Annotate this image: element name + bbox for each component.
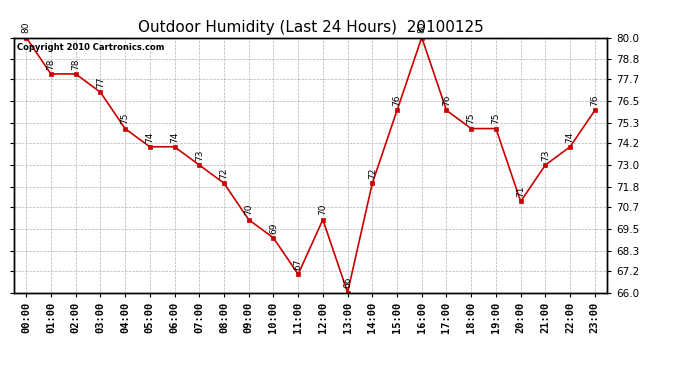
Text: 74: 74	[170, 131, 179, 142]
Text: 72: 72	[219, 168, 228, 179]
Text: 66: 66	[343, 277, 352, 288]
Text: 74: 74	[566, 131, 575, 142]
Text: 76: 76	[393, 95, 402, 106]
Text: 72: 72	[368, 168, 377, 179]
Text: Copyright 2010 Cartronics.com: Copyright 2010 Cartronics.com	[17, 43, 164, 52]
Text: 78: 78	[71, 58, 80, 70]
Text: 75: 75	[466, 113, 475, 125]
Text: 80: 80	[21, 22, 30, 33]
Text: 71: 71	[516, 186, 525, 197]
Text: 73: 73	[541, 149, 550, 161]
Text: 70: 70	[244, 204, 253, 216]
Text: 77: 77	[96, 76, 105, 88]
Text: 67: 67	[294, 259, 303, 270]
Text: 80: 80	[417, 22, 426, 33]
Text: 70: 70	[318, 204, 327, 216]
Text: 73: 73	[195, 149, 204, 161]
Text: 69: 69	[269, 222, 278, 234]
Text: 75: 75	[121, 113, 130, 125]
Text: 74: 74	[146, 131, 155, 142]
Text: 76: 76	[591, 95, 600, 106]
Text: 76: 76	[442, 95, 451, 106]
Title: Outdoor Humidity (Last 24 Hours)  20100125: Outdoor Humidity (Last 24 Hours) 2010012…	[137, 20, 484, 35]
Text: 75: 75	[491, 113, 500, 125]
Text: 78: 78	[46, 58, 55, 70]
